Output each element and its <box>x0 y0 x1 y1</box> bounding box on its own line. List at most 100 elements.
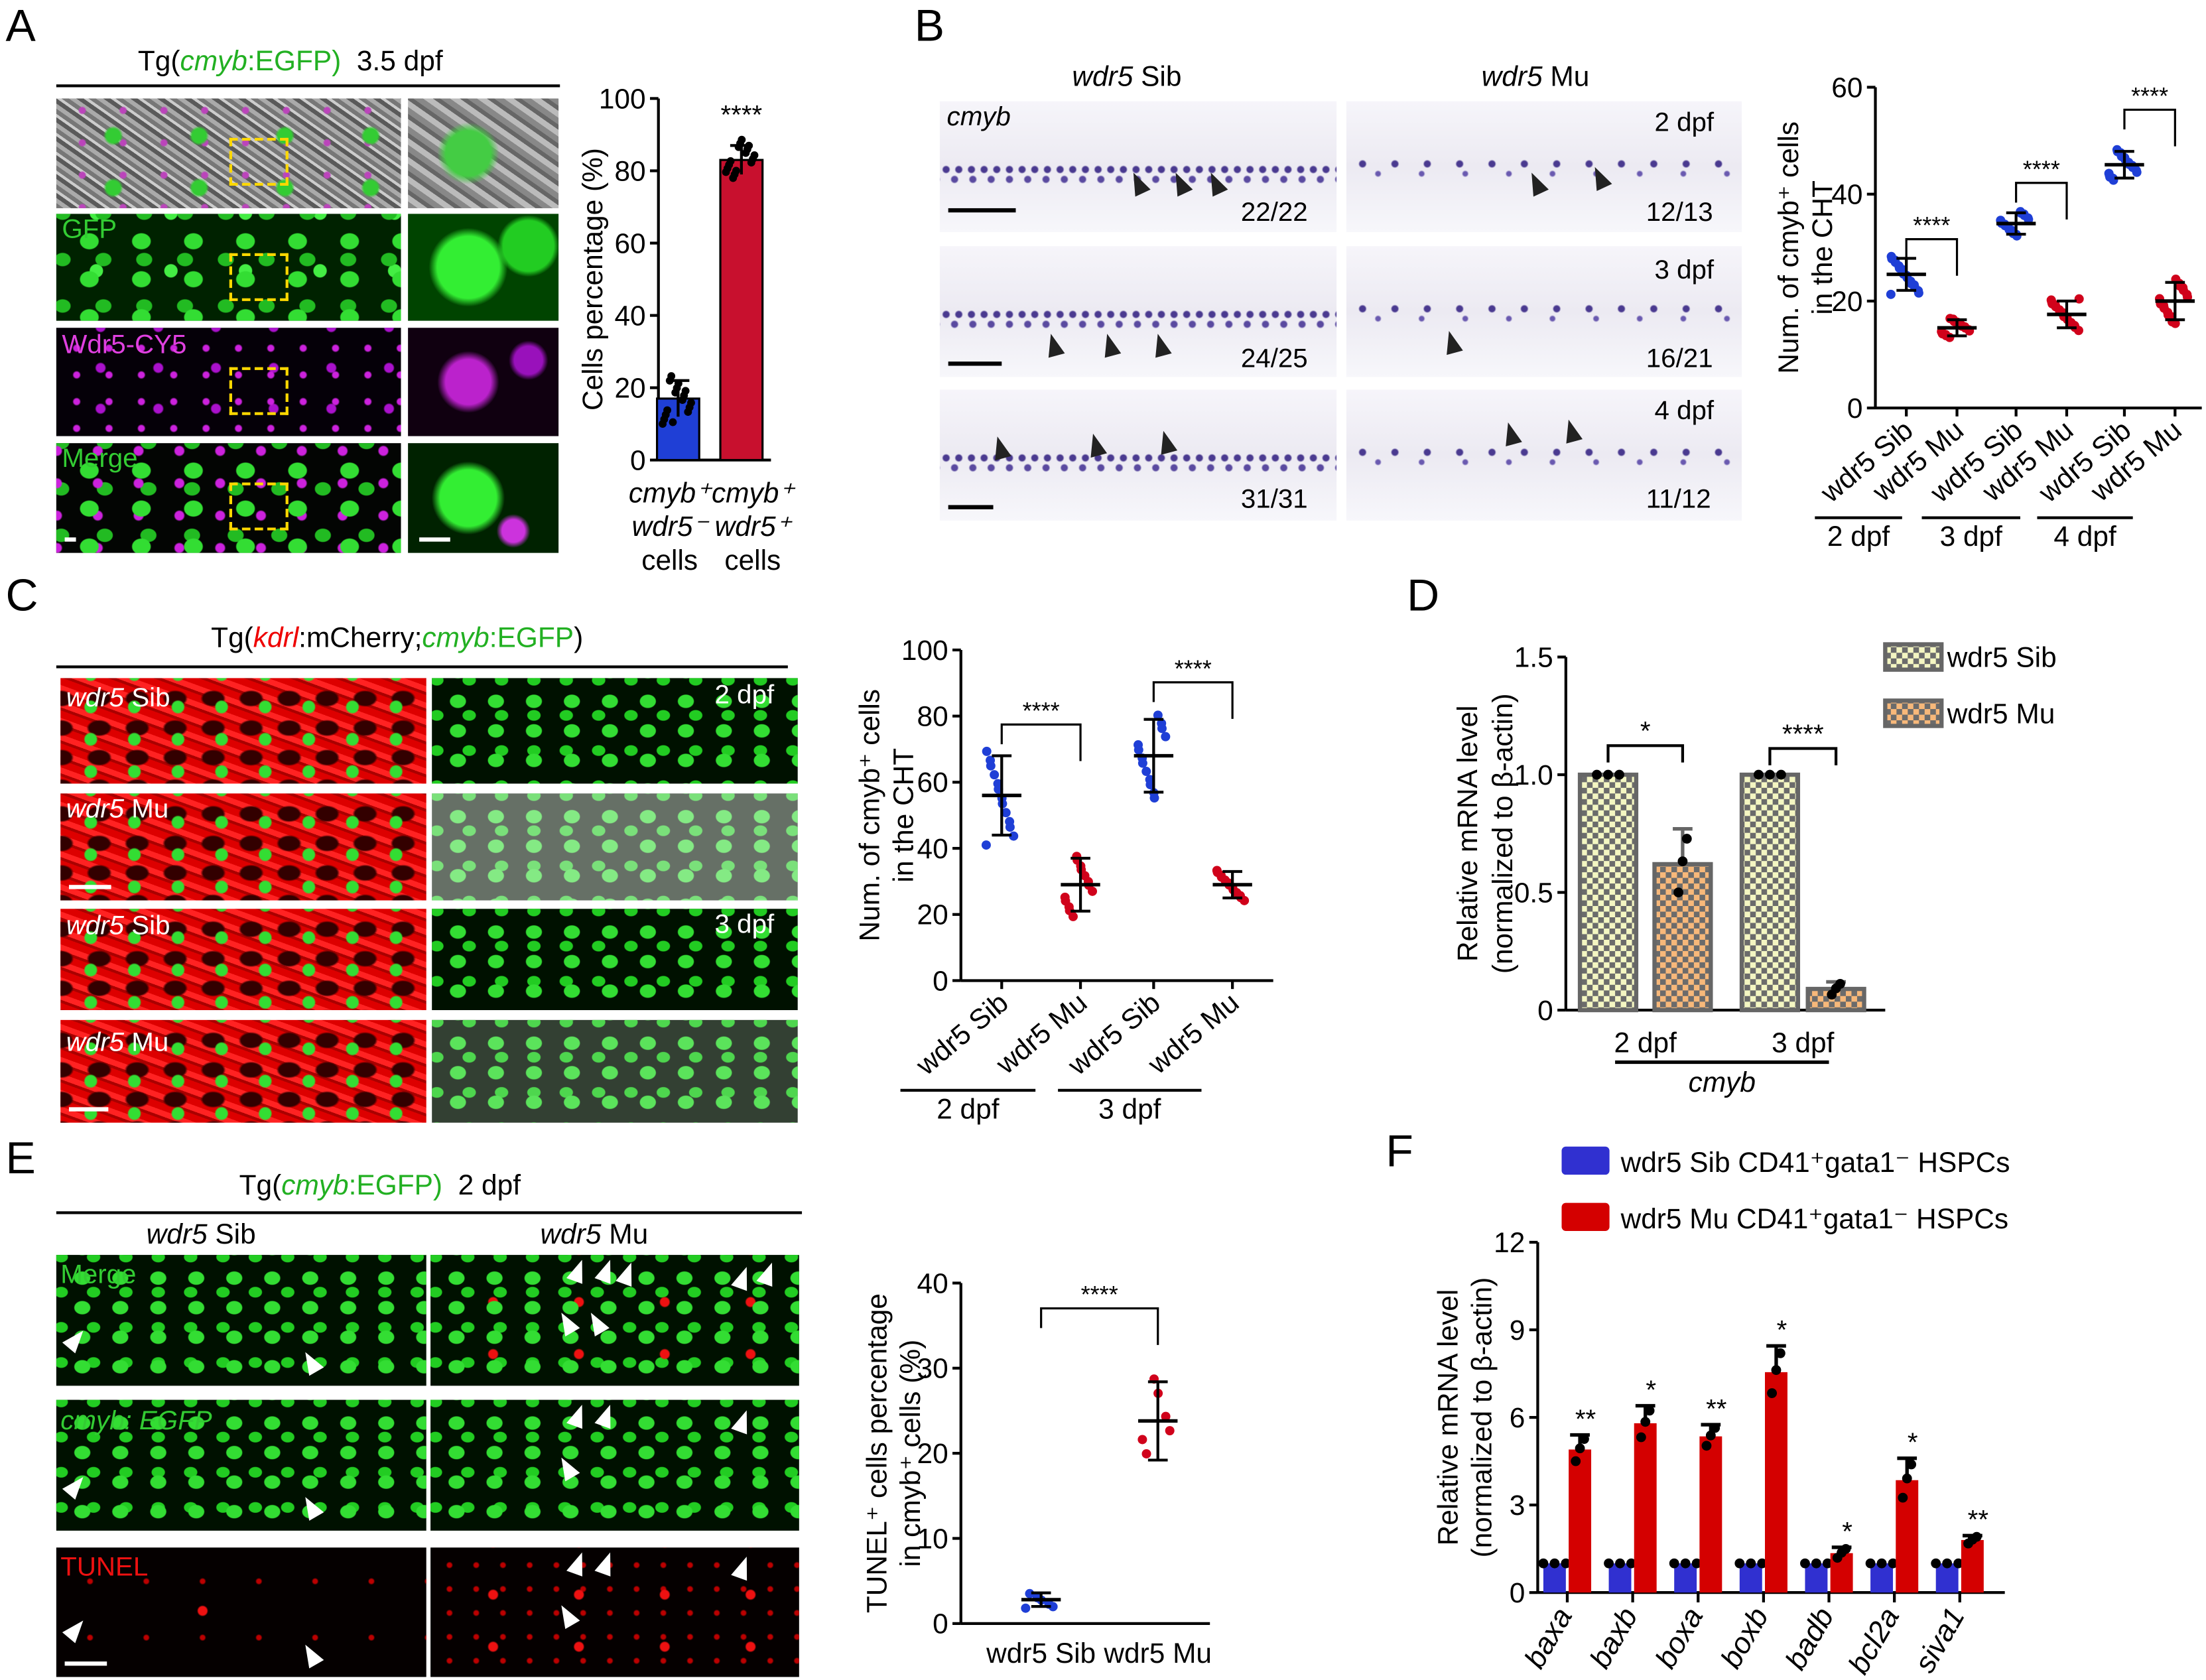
title-gene1: kdrl <box>253 623 299 655</box>
y-tick-label: 9 <box>1510 1315 1525 1346</box>
row-label: wdr5 Mu <box>66 795 169 826</box>
y-tick-label: 0.5 <box>1514 877 1553 908</box>
row-label-tunel: TUNEL <box>60 1553 149 1583</box>
y-axis-label: Cells percentage (%) <box>577 148 608 411</box>
data-point <box>1592 769 1602 780</box>
title-pre: Tg( <box>211 623 253 655</box>
significance-label: **** <box>2023 155 2060 182</box>
row-label: wdr5 Sib <box>66 684 170 715</box>
data-point <box>1134 745 1143 755</box>
data-point <box>1811 1558 1821 1569</box>
significance-label: **** <box>720 100 762 130</box>
significance-label: **** <box>1175 655 1212 682</box>
data-point <box>1776 769 1786 780</box>
ish-image-mu-3dpf <box>1346 246 1742 377</box>
merge-image-sib <box>56 1255 426 1386</box>
col-header-sib: wdr5 Sib <box>147 1220 256 1252</box>
data-point <box>1906 279 1916 289</box>
stage-3dpf: 3 dpf <box>1654 256 1715 286</box>
x-tick-label: cmyb⁺ <box>712 477 796 508</box>
data-point <box>1579 1434 1589 1445</box>
data-point <box>1691 1558 1702 1569</box>
title-mid1: :mCherry; <box>298 623 422 655</box>
legend-label: wdr5 Sib CD41⁺gata1⁻ HSPCs <box>1620 1147 2010 1178</box>
roi-box <box>229 482 289 531</box>
significance-label: **** <box>1913 212 1950 239</box>
y-axis-label: Num. of cmyb⁺ cells <box>854 689 885 942</box>
data-point <box>726 157 735 165</box>
data-point <box>1937 329 1947 339</box>
data-point <box>1538 1558 1549 1569</box>
data-point <box>1141 1449 1151 1458</box>
label: Mu <box>131 1028 169 1059</box>
y-tick-label: 1.0 <box>1514 759 1553 791</box>
significance-bracket <box>2015 182 2068 220</box>
y-tick-label: 60 <box>917 767 948 798</box>
title-rule <box>56 1211 803 1214</box>
y-tick-label: 20 <box>917 1438 948 1469</box>
bar <box>1765 1372 1787 1593</box>
significance-label: ** <box>1575 1404 1596 1434</box>
data-point <box>1680 1558 1691 1569</box>
fraction: 22/22 <box>1240 198 1308 228</box>
panel-letter-e: E <box>5 1132 36 1183</box>
bar <box>1577 772 1639 1013</box>
panel-e-title: Tg(cmyb:EGFP) 2 dpf <box>239 1171 521 1203</box>
data-point <box>1775 1348 1785 1358</box>
data-point <box>1137 1435 1147 1445</box>
significance-label: **** <box>1782 719 1824 749</box>
panel-letter-a: A <box>5 0 36 51</box>
title-stage: 2 dpf <box>458 1170 521 1202</box>
data-point <box>1021 1603 1031 1613</box>
bar <box>1634 1423 1657 1593</box>
data-point <box>1640 1417 1651 1427</box>
y-axis-label: (normalized to β-actin) <box>1466 1277 1497 1558</box>
title-gene: cmyb <box>180 46 247 78</box>
significance-bracket <box>1000 723 1082 761</box>
data-point <box>687 399 695 407</box>
wdr5-cy5-image <box>56 328 401 436</box>
x-tick-label: 3 dpf <box>1772 1027 1835 1059</box>
title-pre: Tg( <box>239 1170 282 1202</box>
bar <box>1961 1539 1984 1593</box>
title-post: :EGFP) <box>247 46 342 78</box>
gfp-zoom-image <box>408 214 559 321</box>
y-axis-label: in the CHT <box>1807 180 1838 315</box>
y-tick-label: 6 <box>1510 1402 1525 1433</box>
bar <box>1569 1449 1592 1593</box>
gene: wdr5 <box>1481 62 1543 93</box>
gene: wdr5 <box>66 911 125 942</box>
data-point <box>2132 167 2142 177</box>
data-point <box>667 372 676 381</box>
data-point <box>1754 769 1764 780</box>
y-tick-label: 30 <box>917 1353 948 1384</box>
y-tick-label: 12 <box>1494 1227 1525 1258</box>
brightfield-zoom-image <box>408 98 559 208</box>
egfp-image-mu <box>430 1399 799 1531</box>
x-tick-label: wdr5⁻ <box>632 511 710 542</box>
data-point <box>982 746 992 756</box>
label: Mu <box>609 1220 649 1251</box>
x-tick-label: cells <box>724 545 781 576</box>
data-point <box>1669 1558 1679 1569</box>
panel-letter-c: C <box>5 570 38 621</box>
title-gene2: cmyb <box>422 623 489 655</box>
chart-a: 0 20 40 60 80 100 Cells percentage (%) cmyb⁺wdr… <box>577 83 796 576</box>
x-tick-label: baxa <box>1518 1602 1579 1674</box>
y-axis-label: Relative mRNA level <box>1433 1289 1464 1546</box>
group-label: 4 dpf <box>2053 521 2116 552</box>
data-point <box>1604 1558 1614 1569</box>
significance-label: **** <box>1023 697 1060 724</box>
data-point <box>1906 1459 1917 1470</box>
legend-swatch <box>1561 1146 1610 1175</box>
fraction: 24/25 <box>1240 344 1308 375</box>
row-label: wdr5 Mu <box>66 1029 169 1060</box>
significance-label: **** <box>1081 1281 1118 1308</box>
gene: wdr5 <box>66 795 125 825</box>
y-tick-label: 20 <box>614 372 645 403</box>
row-label: wdr5 Sib <box>66 912 170 943</box>
y-tick-label: 80 <box>917 701 948 732</box>
gfp-image <box>56 214 401 321</box>
ish-image-mu-4dpf <box>1346 389 1742 521</box>
